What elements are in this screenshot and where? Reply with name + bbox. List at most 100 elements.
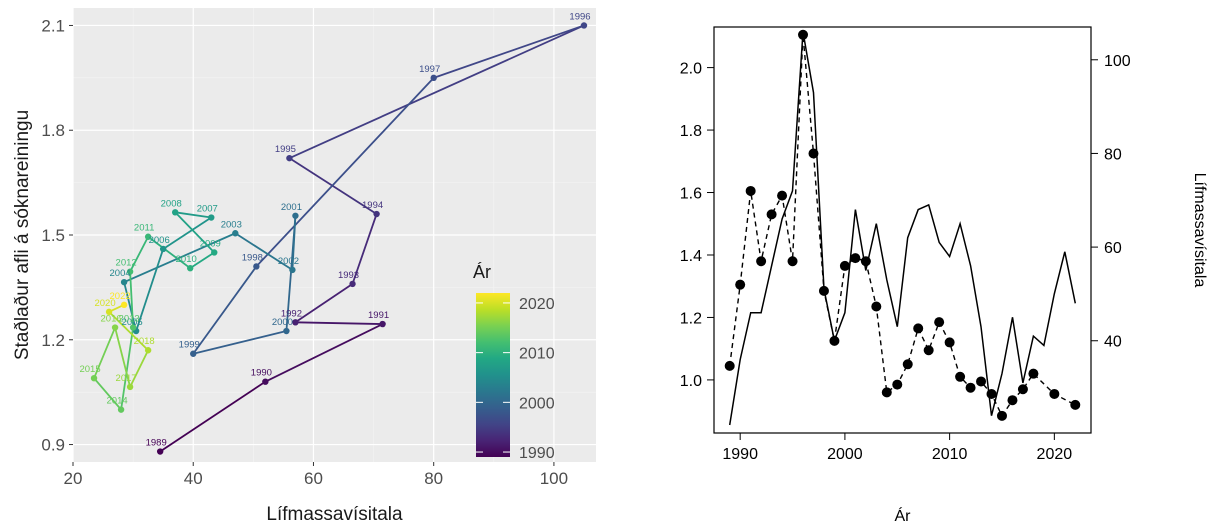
y-tick-label: 1.8 — [41, 121, 65, 140]
year-colorbar-legend: Ár 1990 2000 2010 2020 — [473, 262, 555, 462]
data-points — [90, 22, 588, 455]
cpue-point-1996 — [798, 29, 809, 40]
year-label-1994: 1994 — [362, 200, 383, 211]
year-label-2006: 2006 — [149, 235, 170, 246]
path-segment — [162, 216, 213, 250]
data-point-2004 — [120, 278, 128, 286]
year-label-1999: 1999 — [179, 340, 200, 351]
cpue-point-2007 — [913, 323, 924, 334]
right-y-tick-label: 40 — [1104, 334, 1122, 351]
right-y-tick-label: 100 — [1104, 53, 1131, 70]
path-segment — [123, 232, 237, 284]
cpue-point-2022 — [1070, 399, 1081, 410]
data-point-2003 — [232, 230, 239, 237]
x-tick-label: 2010 — [932, 446, 968, 463]
data-point-2002 — [289, 266, 296, 274]
x-tick-label: 20 — [64, 469, 83, 488]
data-point-2009 — [211, 249, 218, 256]
data-point-1994 — [373, 210, 380, 218]
path-segment — [291, 214, 297, 271]
path-segment — [264, 323, 384, 383]
cpue-point-2004 — [881, 387, 892, 398]
cpue-point-2010 — [944, 337, 955, 348]
path-segment — [351, 213, 378, 285]
cpue-point-2006 — [902, 359, 913, 370]
data-point-2006 — [159, 245, 167, 253]
cpue-point-2017 — [1017, 384, 1028, 395]
cpue-point-1991 — [745, 185, 756, 196]
path-segment — [174, 211, 216, 254]
data-point-2012 — [126, 268, 134, 275]
path-segment — [129, 270, 135, 329]
cpue-point-1993 — [766, 209, 777, 220]
colorbar-tick-label: 2020 — [519, 296, 555, 313]
cpue-point-2020 — [1049, 388, 1060, 399]
path-segment — [288, 24, 585, 160]
path-segment — [123, 281, 138, 332]
path-segment — [159, 380, 267, 453]
year-label-2017: 2017 — [116, 373, 137, 384]
axes: 1990 2000 2010 2020 1.0 1.2 1.4 1.6 1.8 2.0 40 60 80… — [680, 53, 1131, 463]
path-segment — [147, 235, 192, 270]
cpue-point-2005 — [892, 379, 903, 390]
colorbar-tick-label: 2000 — [519, 395, 555, 412]
year-label-1991: 1991 — [368, 310, 389, 321]
y-tick-label: 1.5 — [41, 226, 65, 245]
data-point-1995 — [286, 154, 293, 162]
cpue-point-1997 — [808, 148, 819, 159]
cpue-dashed-line — [729, 34, 1076, 418]
cpue-point-1990 — [735, 279, 746, 290]
cpue-point-2002 — [860, 256, 871, 267]
legend-title: Ár — [473, 262, 491, 282]
plot-frame — [713, 26, 1092, 434]
path-segment — [114, 326, 132, 388]
year-label-2007: 2007 — [197, 204, 218, 215]
right-y-axis-title: Lífmassavísitala — [1191, 173, 1208, 288]
x-tick-label: 2000 — [827, 446, 863, 463]
data-point-1993 — [349, 280, 356, 288]
year-label-2018: 2018 — [134, 336, 155, 347]
path-segment — [192, 265, 258, 355]
cpue-point-1998 — [818, 285, 829, 296]
path-segment — [174, 211, 213, 219]
left-y-tick-label: 1.4 — [680, 248, 702, 265]
path-segment — [432, 24, 585, 79]
data-point-2000 — [283, 327, 290, 335]
x-tick-label: 1990 — [722, 446, 758, 463]
path-segment — [294, 321, 384, 325]
x-tick-label: 60 — [304, 469, 323, 488]
path-segment — [93, 326, 116, 380]
x-tick-label: 100 — [540, 469, 568, 488]
year-label-1992: 1992 — [281, 308, 302, 319]
x-tick-label: 80 — [424, 469, 443, 488]
biomass-cpue-trajectory-chart: 1989 1990 1991 1992 1993 1994 1995 1996 1997 1998… — [12, 8, 596, 525]
cpue-point-2008 — [923, 345, 934, 356]
axes: 20 40 60 80 100 0.9 1.2 1.5 1.8 2.1 — [41, 16, 568, 488]
year-label-2009: 2009 — [200, 238, 221, 249]
data-point-1989 — [156, 448, 164, 455]
year-label-1998: 1998 — [242, 252, 263, 263]
path-segment — [135, 248, 165, 332]
year-label-2011: 2011 — [134, 223, 154, 234]
cpue-point-1999 — [829, 335, 840, 346]
data-point-2016 — [111, 324, 119, 331]
path-segment — [129, 235, 150, 273]
year-label-2012: 2012 — [116, 258, 137, 269]
left-y-tick-label: 1.6 — [680, 186, 702, 203]
year-label-2003: 2003 — [221, 219, 242, 230]
y-tick-label: 2.1 — [41, 16, 65, 35]
cpue-point-2014 — [986, 388, 997, 399]
data-point-2020 — [105, 308, 113, 316]
data-point-1998 — [253, 263, 260, 270]
year-label-2002: 2002 — [278, 256, 299, 267]
y-tick-label: 0.9 — [41, 436, 65, 455]
cpue-points — [724, 29, 1081, 421]
right-y-tick-label: 60 — [1104, 240, 1122, 257]
left-y-tick-label: 1.0 — [680, 373, 702, 390]
colorbar — [476, 293, 510, 457]
x-axis-title: Ár — [895, 506, 912, 525]
x-tick-label: 40 — [184, 469, 203, 488]
cpue-point-2003 — [871, 301, 882, 312]
year-labels: 1989 1990 1991 1992 1993 1994 1995 1996 1997 1998… — [79, 11, 590, 448]
data-point-1996 — [580, 22, 588, 29]
